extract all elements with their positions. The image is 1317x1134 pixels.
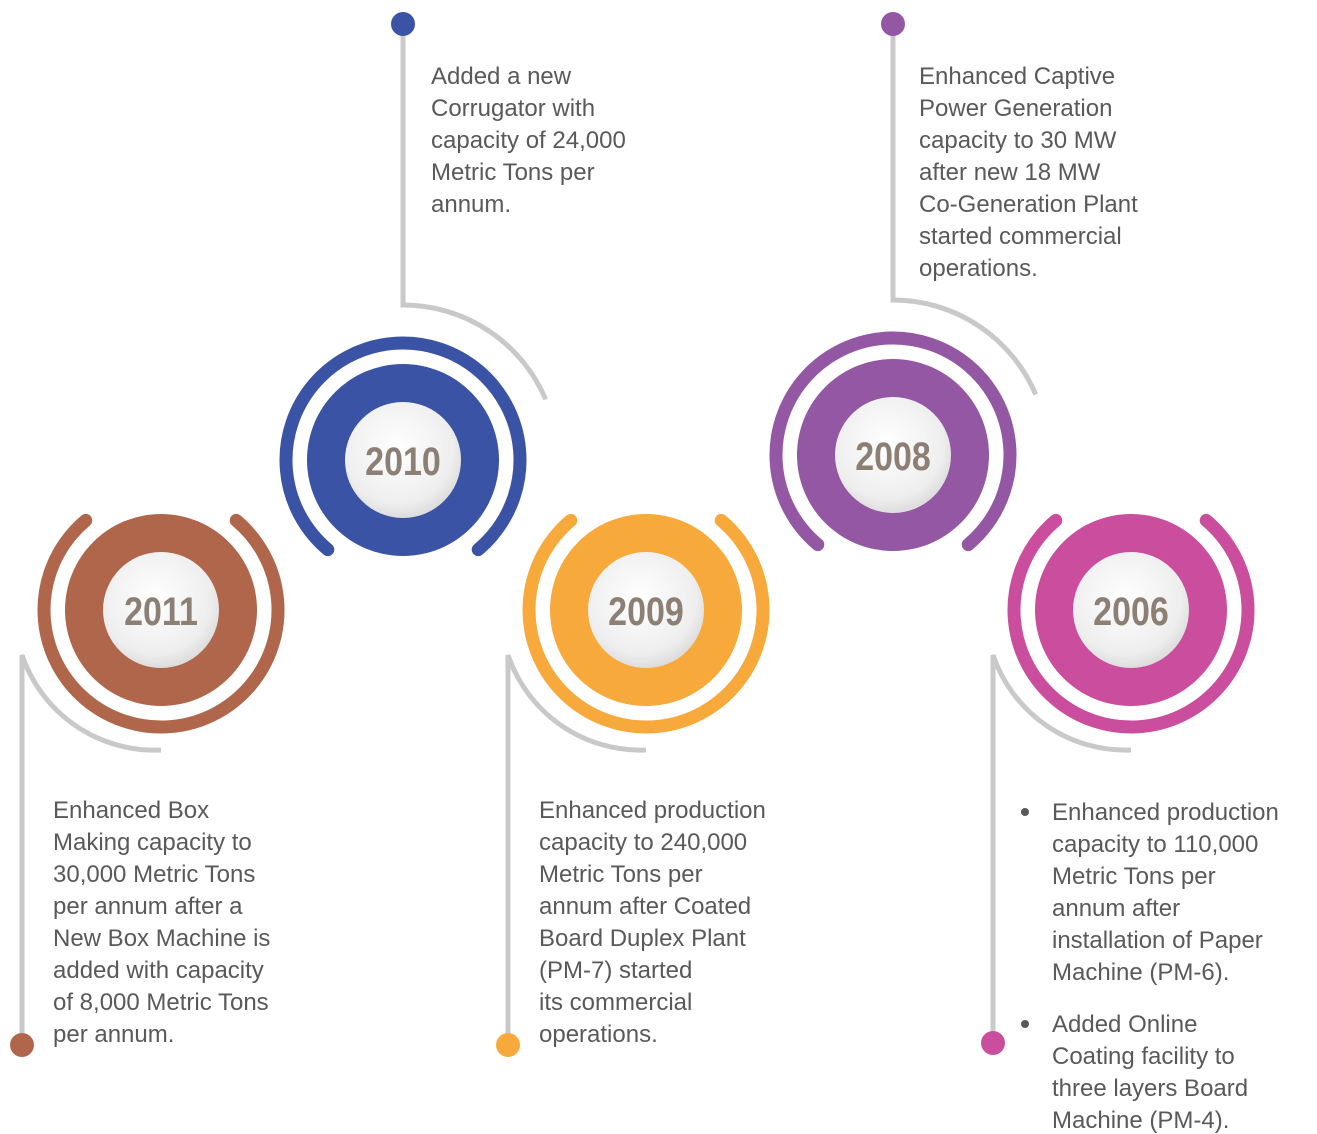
description-line: Coating facility to xyxy=(1052,1043,1235,1070)
description-line: Enhanced Box xyxy=(53,797,209,824)
description-line: per annum after a xyxy=(53,893,243,920)
description-line: annum after xyxy=(1052,895,1180,922)
outer-ring xyxy=(769,331,1017,579)
description-line: Added Online xyxy=(1052,1011,1197,1038)
bullet xyxy=(1021,808,1029,816)
description-line: after new 18 MW xyxy=(919,159,1101,186)
description-line: New Box Machine is xyxy=(53,925,270,952)
description-line: capacity of 24,000 xyxy=(431,127,626,154)
milestone: 2011 Enhanced Box Making capacity to 30,000… xyxy=(10,486,285,1057)
outer-ring xyxy=(37,486,285,734)
description-line: Corrugator with xyxy=(431,95,595,122)
connector xyxy=(19,654,162,1045)
year: 2006 xyxy=(1093,588,1169,633)
year-disc xyxy=(103,552,219,668)
connector xyxy=(505,654,647,1045)
description-line: capacity to 30 MW xyxy=(919,127,1117,154)
description-line: Enhanced Captive xyxy=(919,63,1115,90)
year: 2011 xyxy=(124,588,198,633)
year-disc xyxy=(345,402,461,518)
description-line: Power Generation xyxy=(919,95,1112,122)
description-line: per annum. xyxy=(53,1021,174,1048)
description-line: Machine (PM-6). xyxy=(1052,959,1229,986)
year-disc xyxy=(1073,552,1189,668)
outer-ring xyxy=(1007,486,1255,734)
description-line: 30,000 Metric Tons xyxy=(53,861,255,888)
description-line: installation of Paper xyxy=(1052,927,1263,954)
description-line: operations. xyxy=(539,1021,658,1048)
year: 2010 xyxy=(365,438,441,483)
description-line: annum. xyxy=(431,191,511,218)
dot xyxy=(496,1033,520,1057)
connector xyxy=(890,24,1038,396)
description-line: Metric Tons per xyxy=(1052,863,1216,890)
description-line: of 8,000 Metric Tons xyxy=(53,989,269,1016)
year: 2008 xyxy=(855,433,931,478)
description-line: Board Duplex Plant xyxy=(539,925,746,952)
connector xyxy=(400,24,548,401)
milestone: 2008 Enhanced Captive Power Generation capa… xyxy=(769,12,1138,579)
description-line: operations. xyxy=(919,255,1038,282)
description-line: (PM-7) started xyxy=(539,957,692,984)
description-line: Co-Generation Plant xyxy=(919,191,1138,218)
description-line: added with capacity xyxy=(53,957,264,984)
description-line: its commercial xyxy=(539,989,692,1016)
description-line: capacity to 240,000 xyxy=(539,829,747,856)
dot xyxy=(981,1031,1005,1055)
dot xyxy=(391,12,415,36)
description-line: capacity to 110,000 xyxy=(1052,831,1258,858)
description-line: Metric Tons per xyxy=(431,159,595,186)
bullet xyxy=(1021,1020,1029,1028)
description-line: Enhanced production xyxy=(1052,799,1279,826)
year-disc xyxy=(835,397,951,513)
outer-ring xyxy=(279,336,527,584)
dot xyxy=(10,1033,34,1057)
connector xyxy=(990,654,1132,1043)
description-line: Enhanced production xyxy=(539,797,766,824)
year: 2009 xyxy=(608,588,684,633)
outer-ring xyxy=(522,486,770,734)
description-line: Making capacity to xyxy=(53,829,252,856)
milestone: 2010 Added a new Corrugator with capacity o… xyxy=(279,12,626,584)
year-disc xyxy=(588,552,704,668)
description-line: Added a new xyxy=(431,63,572,90)
description-line: annum after Coated xyxy=(539,893,751,920)
milestone: 2009 Enhanced production capacity to 240,0… xyxy=(496,486,770,1057)
description-line: three layers Board xyxy=(1052,1075,1248,1102)
description-line: Metric Tons per xyxy=(539,861,703,888)
description-line: Machine (PM-4). xyxy=(1052,1107,1229,1134)
description-line: started commercial xyxy=(919,223,1122,250)
milestone: 2006 Enhanced production capacity to 110,0… xyxy=(981,486,1279,1134)
dot xyxy=(881,12,905,36)
